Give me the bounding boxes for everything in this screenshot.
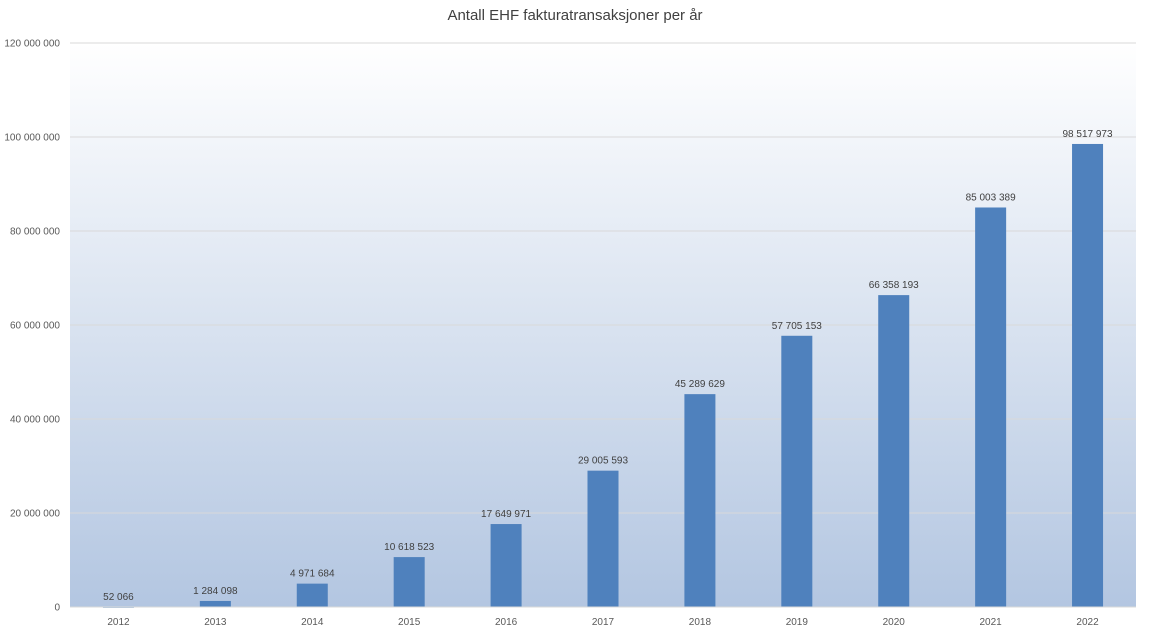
data-label: 1 284 098: [193, 586, 238, 597]
bar: [199, 600, 231, 607]
data-label: 52 066: [103, 592, 134, 603]
data-label: 17 649 971: [481, 509, 531, 520]
x-tick-label: 2016: [495, 617, 518, 628]
data-label: 57 705 153: [772, 321, 822, 332]
x-tick-label: 2017: [592, 617, 615, 628]
data-label: 10 618 523: [384, 542, 434, 553]
bar: [490, 524, 522, 607]
y-tick-label: 0: [54, 603, 60, 614]
x-tick-label: 2013: [204, 617, 227, 628]
bar: [684, 394, 716, 607]
x-tick-label: 2020: [883, 617, 906, 628]
bar: [1072, 143, 1104, 608]
y-tick-label: 100 000 000: [4, 133, 60, 144]
y-tick-label: 20 000 000: [10, 509, 60, 520]
bar: [587, 470, 619, 607]
y-tick-label: 40 000 000: [10, 415, 60, 426]
bar: [781, 335, 813, 607]
chart-title: Antall EHF fakturatransaksjoner per år: [447, 7, 703, 24]
data-label: 45 289 629: [675, 379, 725, 390]
y-axis-tick-labels: 0 20 000 000 40 000 000 60 000 000 80 000 00…: [4, 39, 60, 614]
data-label: 4 971 684: [290, 569, 335, 580]
y-tick-label: 80 000 000: [10, 227, 60, 238]
bar: [393, 557, 425, 607]
y-tick-label: 120 000 000: [4, 39, 60, 50]
bar: [296, 583, 328, 607]
x-tick-label: 2018: [689, 617, 712, 628]
data-label: 29 005 593: [578, 456, 628, 467]
bar: [975, 207, 1007, 607]
x-tick-label: 2012: [107, 617, 130, 628]
x-axis-tick-labels: 2012 2013 2014 2015 2016 2017 2018 2019 2020 2021…: [107, 617, 1099, 628]
x-tick-label: 2021: [980, 617, 1003, 628]
x-tick-label: 2015: [398, 617, 421, 628]
data-labels: 52 066 1 284 098 4 971 684 10 618 523 17 649…: [103, 129, 1113, 603]
data-label: 85 003 389: [966, 192, 1016, 203]
x-tick-label: 2014: [301, 617, 324, 628]
x-tick-label: 2022: [1076, 617, 1099, 628]
bars: [102, 143, 1104, 608]
data-label: 98 517 973: [1063, 129, 1113, 140]
data-label: 66 358 193: [869, 280, 919, 291]
bar: [878, 295, 910, 607]
y-tick-label: 60 000 000: [10, 321, 60, 332]
x-tick-label: 2019: [786, 617, 809, 628]
